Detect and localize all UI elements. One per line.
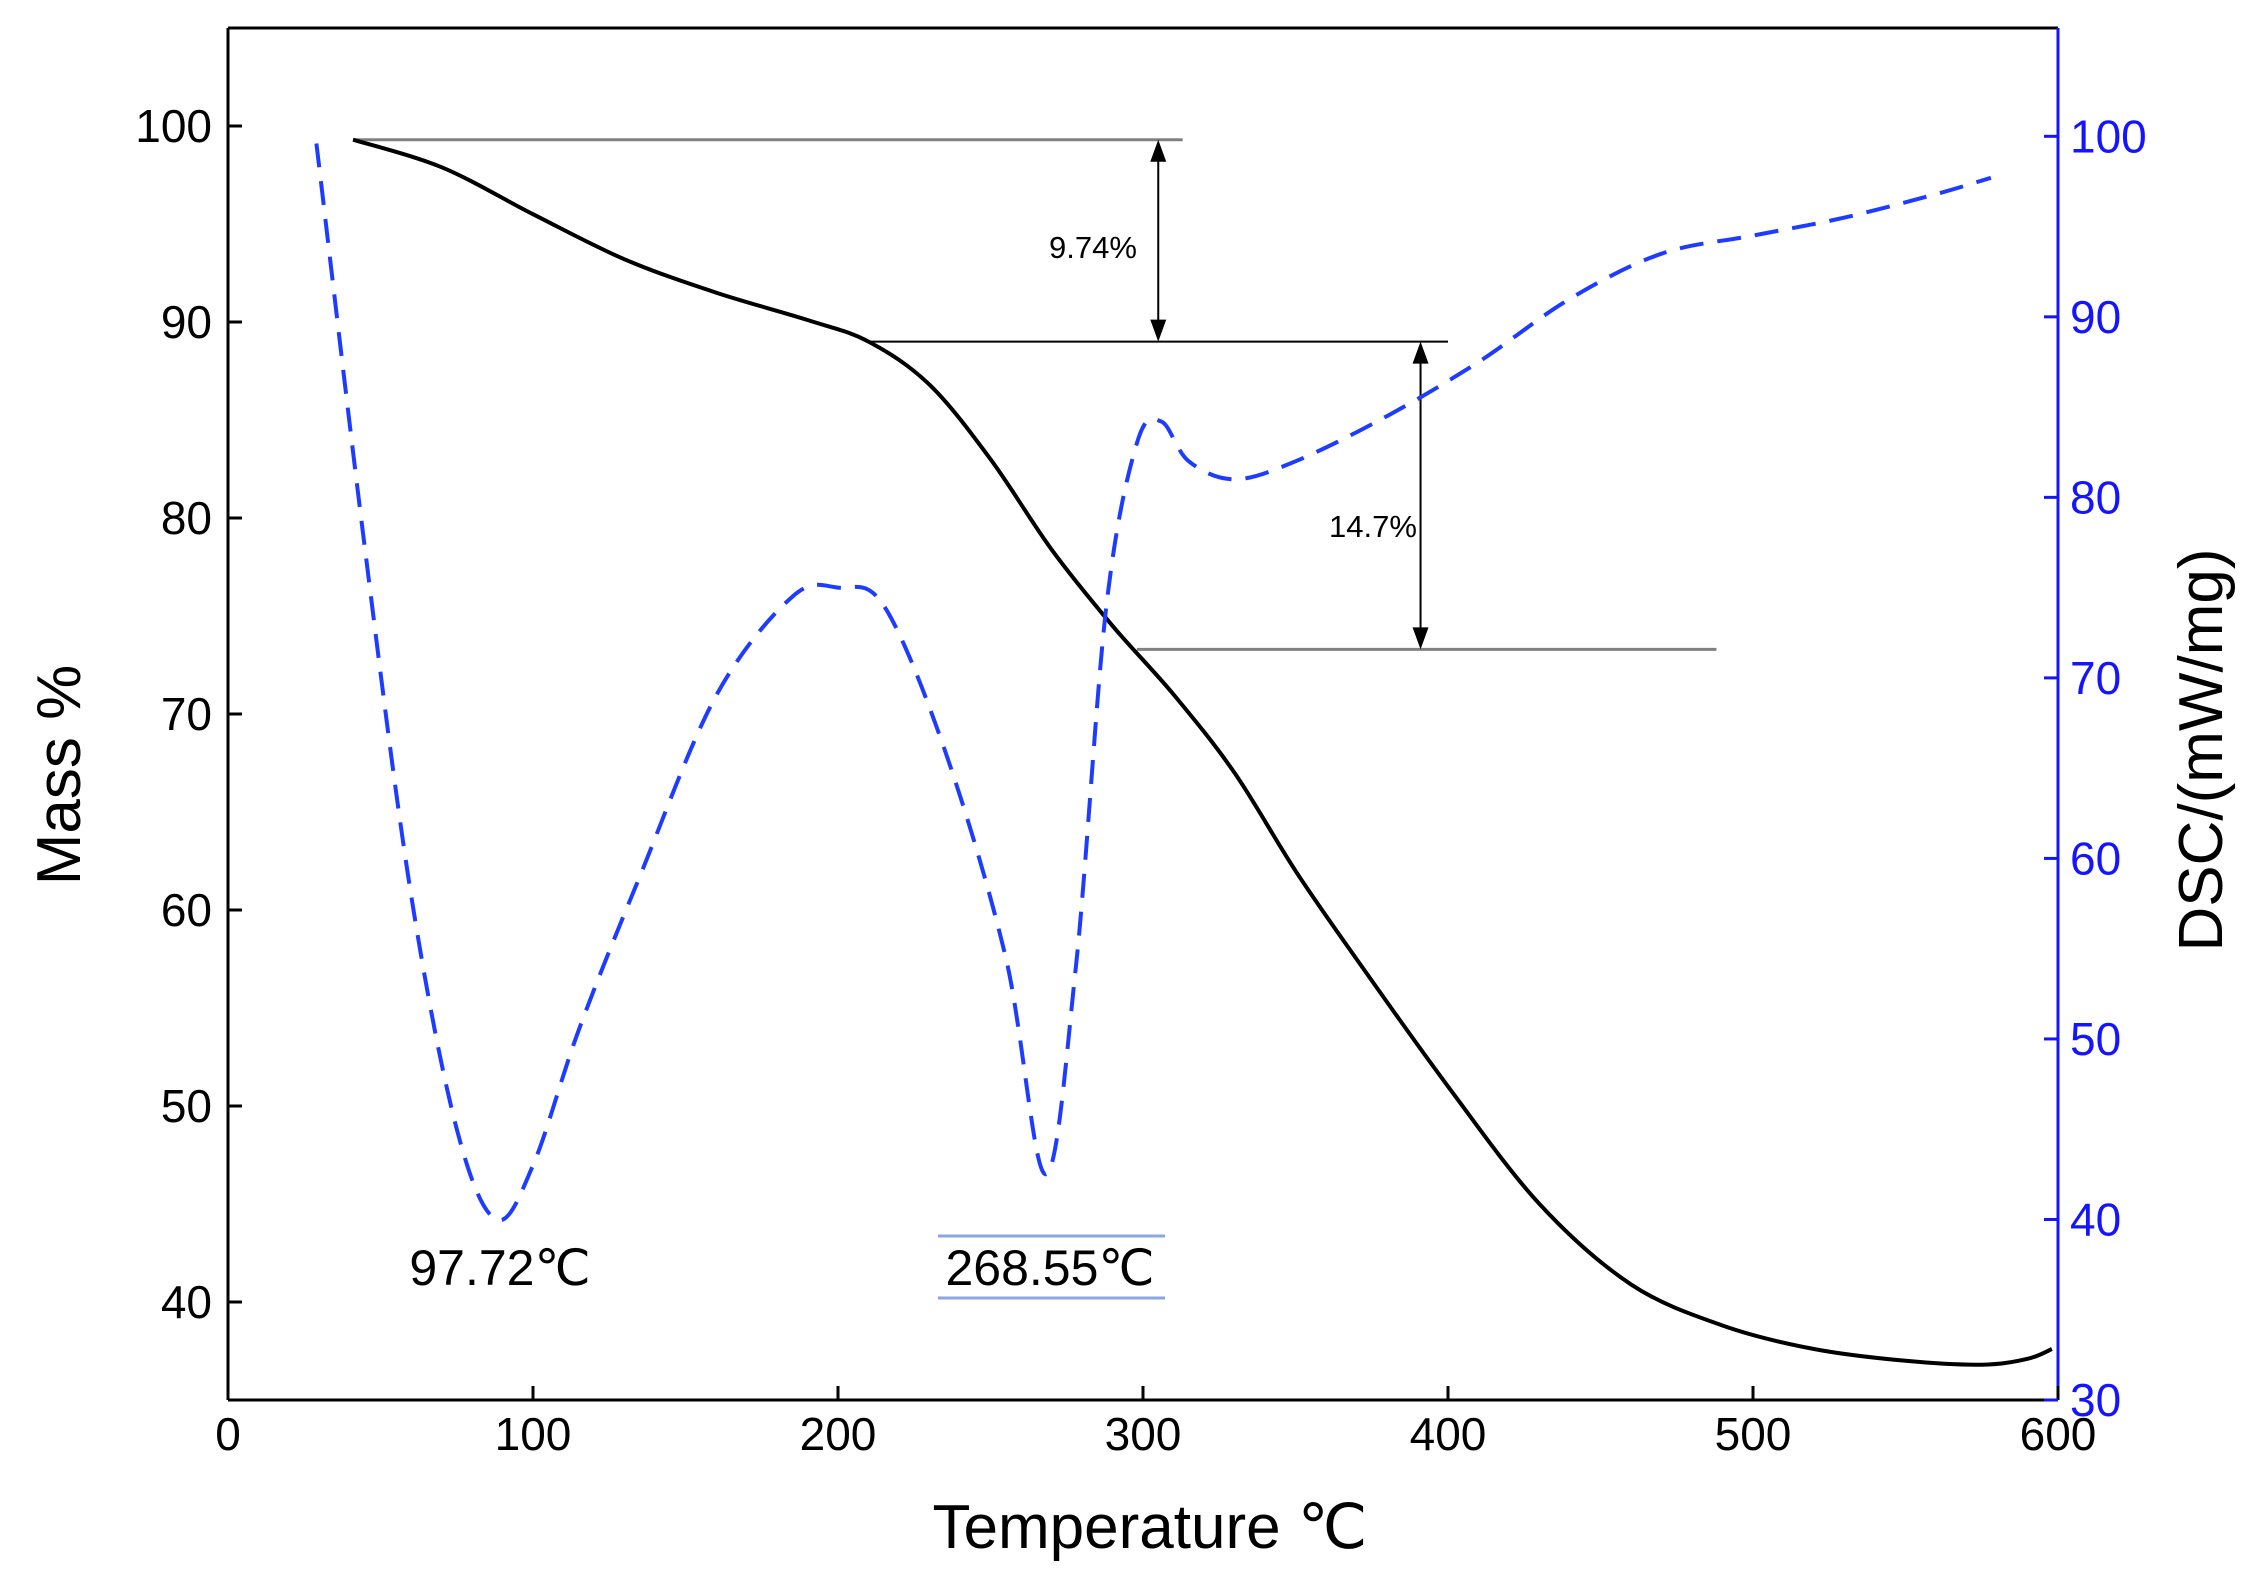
y-axis-right-title: DSC/(mW/mg) [2167, 549, 2236, 952]
arrow-mass-loss-2-head-down [1412, 627, 1429, 650]
y-left-tick-label: 70 [161, 688, 212, 740]
y-right-tick-label: 40 [2070, 1193, 2121, 1245]
y-left-tick-label: 80 [161, 492, 212, 544]
y-left-tick-label: 100 [135, 100, 212, 152]
y-right-tick-label: 100 [2070, 110, 2147, 162]
tg-series-line [352, 137, 2053, 1367]
x-tick-label: 500 [1715, 1408, 1792, 1460]
x-tick-label: 200 [800, 1408, 877, 1460]
y-left-tick-label: 50 [161, 1080, 212, 1132]
y-right-tick-label: 90 [2070, 291, 2121, 343]
peak-label-1: 97.72℃ [409, 1240, 590, 1296]
arrow-mass-loss-2-head-up [1412, 341, 1429, 364]
y-right-tick-label: 80 [2070, 471, 2121, 523]
x-axis-title: Temperature ℃ [933, 1493, 1368, 1562]
y-right-tick-label: 70 [2070, 652, 2121, 704]
y-left-tick-label: 60 [161, 884, 212, 936]
y-right-tick-label: 60 [2070, 832, 2121, 884]
dsc-series-line [314, 143, 1992, 1223]
mass-loss-label-2: 14.7% [1329, 509, 1417, 544]
x-tick-label: 0 [215, 1408, 241, 1460]
y-right-tick-label: 30 [2070, 1374, 2121, 1426]
peak-label-2: 268.55℃ [945, 1240, 1154, 1296]
x-tick-label: 400 [1410, 1408, 1487, 1460]
x-tick-label: 300 [1105, 1408, 1182, 1460]
y-axis-left-title: Mass % [25, 665, 94, 885]
x-tick-label: 100 [495, 1408, 572, 1460]
y-left-tick-label: 40 [161, 1276, 212, 1328]
arrow-mass-loss-1-head-up [1150, 139, 1167, 162]
arrow-mass-loss-1-head-down [1150, 319, 1167, 342]
mass-loss-label-1: 9.74% [1049, 230, 1137, 265]
y-left-tick-label: 90 [161, 296, 212, 348]
y-right-tick-label: 50 [2070, 1013, 2121, 1065]
x-tick-label: 600 [2020, 1408, 2097, 1460]
